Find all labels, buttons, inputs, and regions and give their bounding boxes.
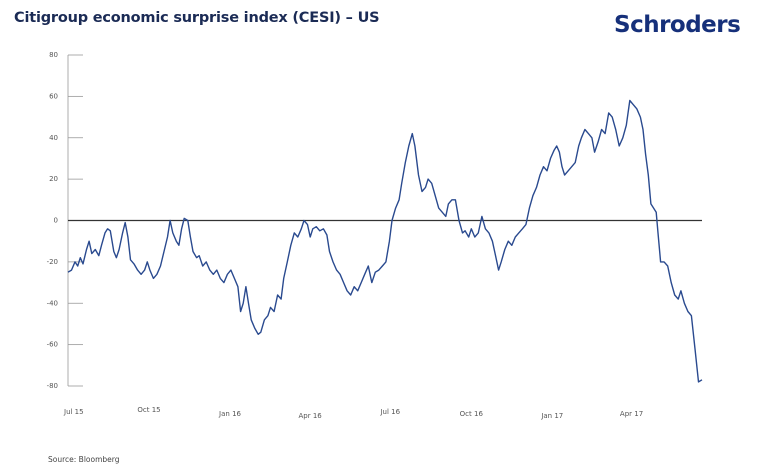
source-note: Source: Bloomberg	[48, 455, 120, 464]
y-tick-label: -40	[47, 299, 58, 307]
y-tick-label: 80	[49, 51, 58, 59]
x-tick-label: Apr 17	[620, 410, 643, 418]
series-line-cesi-us	[67, 99, 703, 383]
y-tick-label: -60	[47, 341, 58, 349]
y-tick-label: -20	[47, 258, 58, 266]
y-tick-label: 0	[54, 217, 58, 225]
x-tick-label: Jan 16	[218, 410, 241, 418]
y-tick-label: -80	[47, 382, 58, 390]
chart-title: Citigroup economic surprise index (CESI)…	[14, 10, 380, 26]
schroders-logo: Schroders	[614, 12, 741, 38]
y-axis-ticks: 80 60 40 20 0 -20 -40 -60 -80	[47, 51, 83, 390]
y-tick-label: 40	[49, 134, 58, 142]
x-tick-label: Apr 16	[299, 412, 323, 420]
y-tick-label: 20	[49, 175, 58, 183]
x-axis-ticks: Jul 15 Oct 15 Jan 16 Apr 16 Jul 16 Oct 16 Jan …	[63, 406, 643, 420]
x-tick-label: Oct 16	[460, 410, 484, 418]
y-tick-label: 60	[49, 92, 58, 100]
x-tick-label: Oct 15	[137, 406, 160, 414]
x-tick-label: Jul 16	[379, 408, 400, 416]
x-tick-label: Jul 15	[63, 408, 84, 416]
x-tick-label: Jan 17	[540, 412, 563, 420]
